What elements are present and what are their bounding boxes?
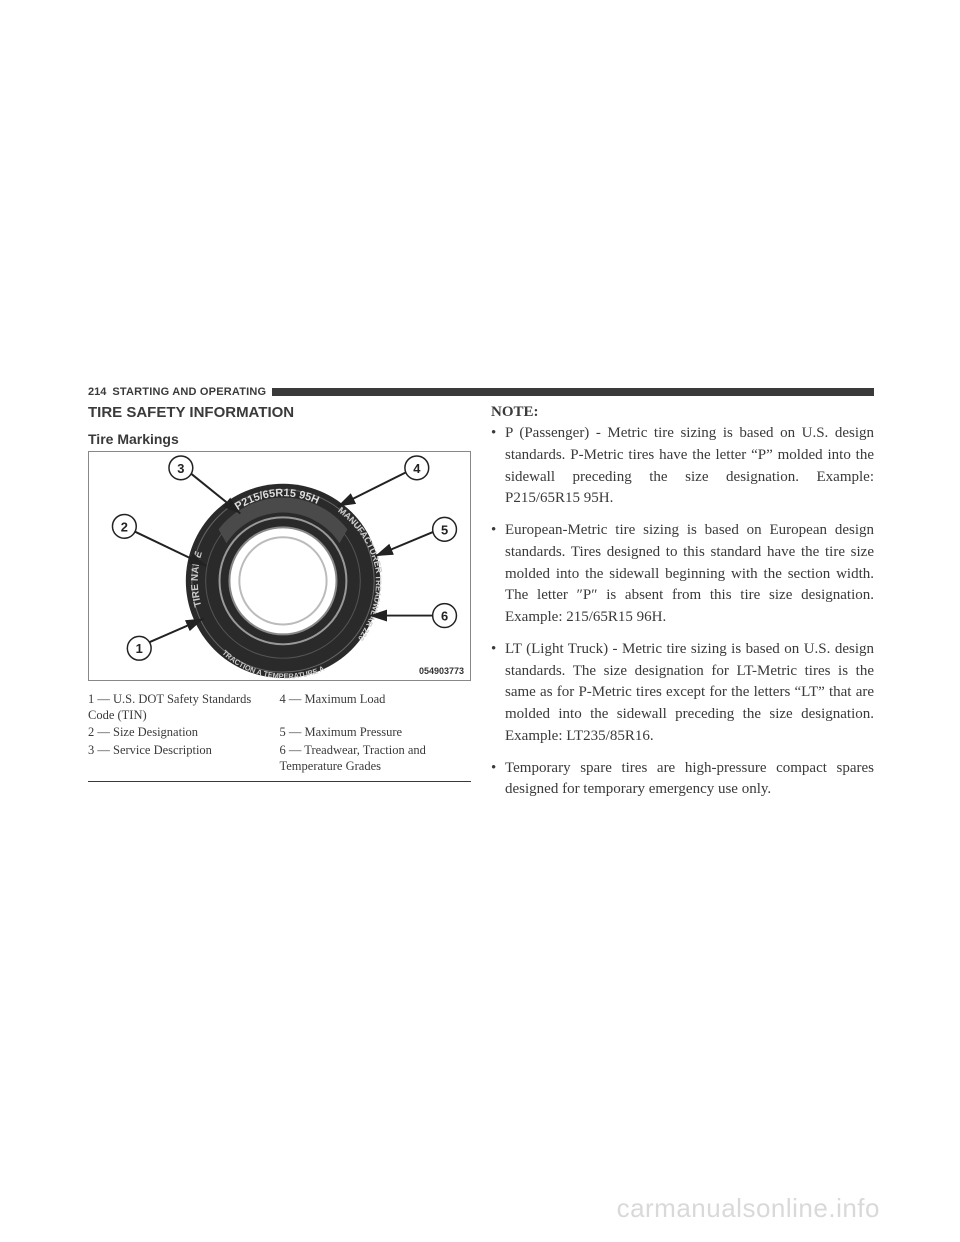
tire-markings-figure: P215/65R15 95H TIRE NAME MANUFACTURER TR… bbox=[88, 451, 471, 681]
bullet-item: Temporary spare tires are high-pressure … bbox=[491, 758, 874, 802]
svg-text:6: 6 bbox=[441, 609, 448, 624]
watermark: carmanualsonline.info bbox=[617, 1193, 880, 1224]
section-name: STARTING AND OPERATING bbox=[112, 386, 266, 398]
legend-item-5: 5 — Maximum Pressure bbox=[280, 724, 472, 742]
legend-item-3: 3 — Service Description bbox=[88, 742, 280, 775]
left-column: TIRE SAFETY INFORMATION Tire Markings bbox=[88, 404, 471, 811]
svg-text:2: 2 bbox=[121, 519, 128, 534]
figure-legend: 1 — U.S. DOT Safety Standards Code (TIN)… bbox=[88, 691, 471, 782]
note-bullet-list: P (Passenger) - Metric tire sizing is ba… bbox=[491, 423, 874, 801]
legend-item-1: 1 — U.S. DOT Safety Standards Code (TIN) bbox=[88, 691, 280, 724]
legend-item-2: 2 — Size Designation bbox=[88, 724, 280, 742]
heading-tire-safety: TIRE SAFETY INFORMATION bbox=[88, 404, 471, 421]
svg-text:5: 5 bbox=[441, 522, 448, 537]
legend-item-4: 4 — Maximum Load bbox=[280, 691, 472, 724]
header-bar bbox=[272, 388, 874, 396]
bullet-item: LT (Light Truck) - Metric tire sizing is… bbox=[491, 639, 874, 748]
legend-item-6: 6 — Treadwear, Traction and Temperature … bbox=[280, 742, 472, 775]
svg-text:3: 3 bbox=[177, 461, 184, 476]
bullet-item: European-Metric tire sizing is based on … bbox=[491, 520, 874, 629]
figure-id: 054903773 bbox=[419, 666, 464, 676]
svg-text:1: 1 bbox=[136, 641, 143, 656]
page-number: 214 bbox=[88, 386, 106, 398]
heading-tire-markings: Tire Markings bbox=[88, 431, 471, 447]
right-column: NOTE: P (Passenger) - Metric tire sizing… bbox=[491, 404, 874, 811]
svg-text:4: 4 bbox=[413, 461, 421, 476]
page-header: 214 STARTING AND OPERATING bbox=[88, 386, 874, 398]
bullet-item: P (Passenger) - Metric tire sizing is ba… bbox=[491, 423, 874, 510]
note-label: NOTE: bbox=[491, 404, 874, 421]
